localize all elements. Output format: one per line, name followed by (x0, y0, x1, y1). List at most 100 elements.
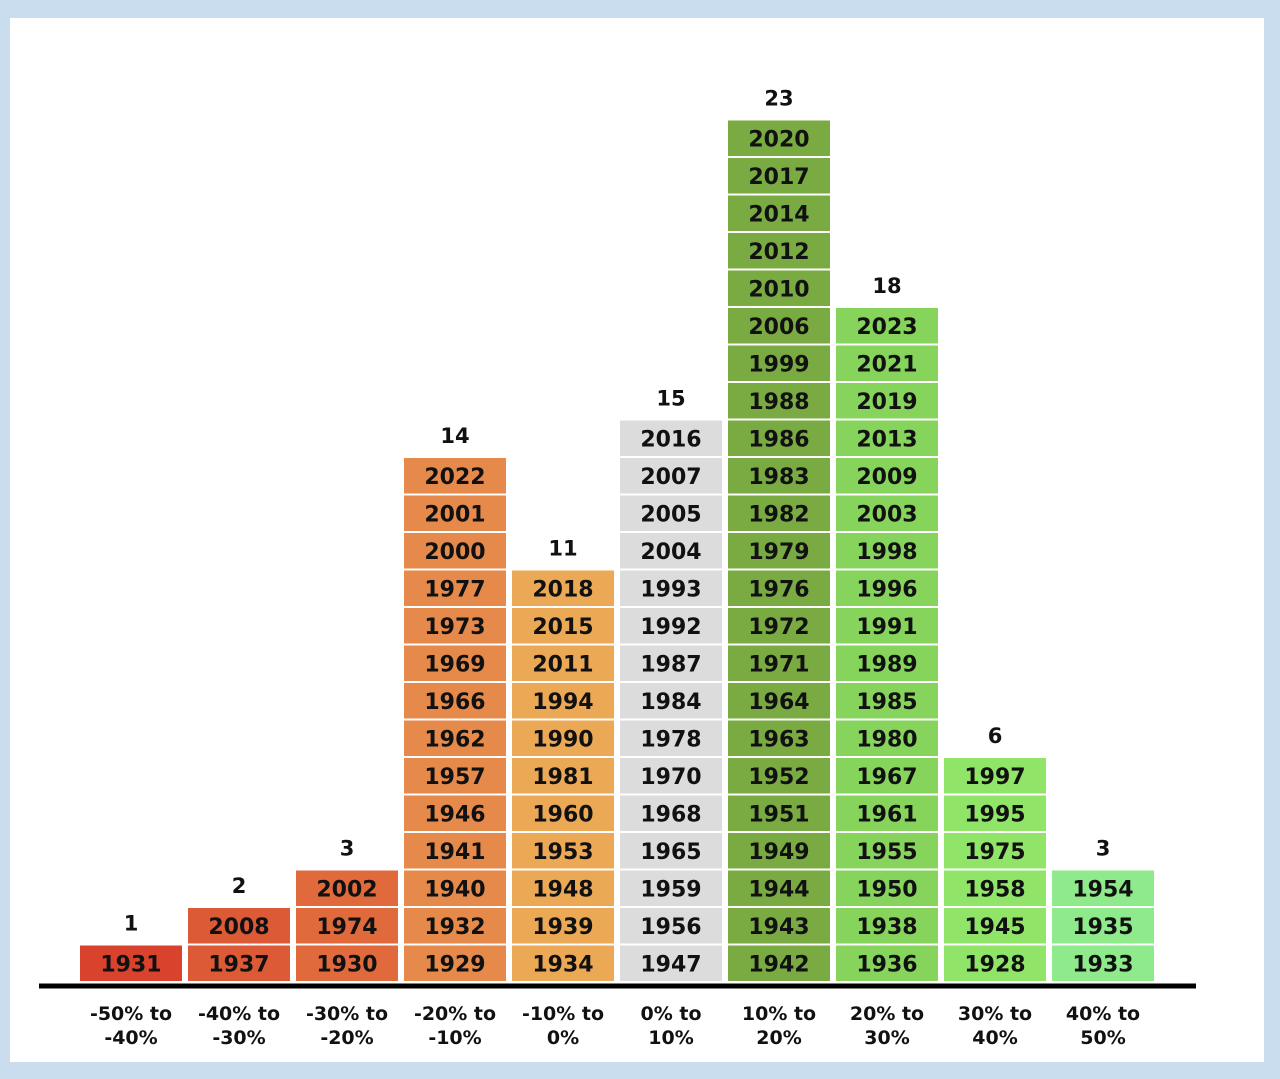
bar-cell (728, 308, 830, 344)
bar-cell (728, 683, 830, 719)
bar-cell (404, 608, 506, 644)
year-label: 1978 (640, 727, 701, 752)
year-label: 1988 (748, 390, 809, 415)
bar-cell (512, 945, 614, 981)
year-label: 1968 (640, 802, 701, 827)
bar-cell (620, 833, 722, 869)
bar-cell (404, 495, 506, 531)
bar-cell (512, 683, 614, 719)
bar-column: 1954 1935 1933 3 (1052, 837, 1154, 981)
bar-cell (404, 795, 506, 831)
bar-cell (512, 908, 614, 944)
category-label-line1: -20% to (414, 1003, 496, 1025)
bar-cell (620, 608, 722, 644)
year-label: 1981 (532, 765, 593, 790)
year-label: 1931 (100, 952, 161, 977)
count-label: 18 (872, 274, 901, 298)
year-label: 1934 (532, 952, 593, 977)
year-label: 1975 (964, 840, 1025, 865)
bar-cell (836, 720, 938, 756)
bar-cell (836, 495, 938, 531)
bars-group: 1931 1 2008 1937 2 2002 1974 1930 3 2022 2001 2000 1… (80, 87, 1154, 981)
count-label: 2 (232, 874, 247, 898)
bar-cell (944, 870, 1046, 906)
bar-cell (296, 908, 398, 944)
year-label: 1928 (964, 952, 1025, 977)
year-label: 2010 (748, 277, 809, 302)
year-label: 2005 (640, 502, 701, 527)
year-label: 1941 (424, 840, 485, 865)
year-label: 1979 (748, 540, 809, 565)
bar-cell (944, 908, 1046, 944)
bar-cell (728, 345, 830, 381)
category-label-line1: 30% to (958, 1003, 1032, 1025)
bar-cell (404, 458, 506, 494)
bar-cell (404, 570, 506, 606)
year-label: 1945 (964, 915, 1025, 940)
year-label: 1962 (424, 727, 485, 752)
bar-cell (836, 570, 938, 606)
year-label: 2009 (856, 465, 917, 490)
bar-cell (728, 495, 830, 531)
year-label: 2008 (208, 915, 269, 940)
year-label: 1997 (964, 765, 1025, 790)
bar-cell (404, 533, 506, 569)
year-label: 2016 (640, 427, 701, 452)
count-label: 6 (988, 724, 1003, 748)
bar-cell (728, 233, 830, 269)
bar-cell (188, 945, 290, 981)
bar-cell (728, 945, 830, 981)
bar-cell (512, 833, 614, 869)
bar-cell (728, 870, 830, 906)
year-label: 1980 (856, 727, 917, 752)
year-label: 1950 (856, 877, 917, 902)
year-label: 1935 (1072, 915, 1133, 940)
year-label: 1929 (424, 952, 485, 977)
bar-cell (836, 908, 938, 944)
bar-cell (620, 420, 722, 456)
year-label: 1932 (424, 915, 485, 940)
bar-cell (728, 795, 830, 831)
year-label: 1956 (640, 915, 701, 940)
bar-cell (512, 570, 614, 606)
year-label: 1946 (424, 802, 485, 827)
year-label: 1989 (856, 652, 917, 677)
year-label: 1991 (856, 615, 917, 640)
year-label: 2020 (748, 127, 809, 152)
bar-cell (620, 570, 722, 606)
bar-cell (404, 870, 506, 906)
year-label: 2001 (424, 502, 485, 527)
category-label-line1: 0% to (640, 1003, 701, 1025)
bar-column: 2008 1937 2 (188, 874, 290, 981)
year-label: 2018 (532, 577, 593, 602)
year-label: 1998 (856, 540, 917, 565)
year-label: 2003 (856, 502, 917, 527)
category-label-line1: -30% to (306, 1003, 388, 1025)
year-label: 2011 (532, 652, 593, 677)
bar-cell (620, 645, 722, 681)
year-label: 1933 (1072, 952, 1133, 977)
year-label: 1940 (424, 877, 485, 902)
bar-cell (944, 833, 1046, 869)
category-label-line2: 10% (648, 1027, 693, 1049)
year-label: 2013 (856, 427, 917, 452)
year-label: 2021 (856, 352, 917, 377)
bar-cell (296, 870, 398, 906)
bar-cell (836, 345, 938, 381)
year-label: 1977 (424, 577, 485, 602)
bar-cell (620, 495, 722, 531)
bar-cell (836, 683, 938, 719)
year-label: 1939 (532, 915, 593, 940)
bar-cell (296, 945, 398, 981)
bar-cell (620, 683, 722, 719)
bar-cell (728, 908, 830, 944)
year-label: 1938 (856, 915, 917, 940)
year-label: 1990 (532, 727, 593, 752)
bar-cell (512, 720, 614, 756)
bar-cell (1052, 908, 1154, 944)
category-label-line2: 40% (972, 1027, 1017, 1049)
year-label: 1996 (856, 577, 917, 602)
year-label: 1966 (424, 690, 485, 715)
count-label: 23 (764, 87, 793, 111)
year-label: 1970 (640, 765, 701, 790)
